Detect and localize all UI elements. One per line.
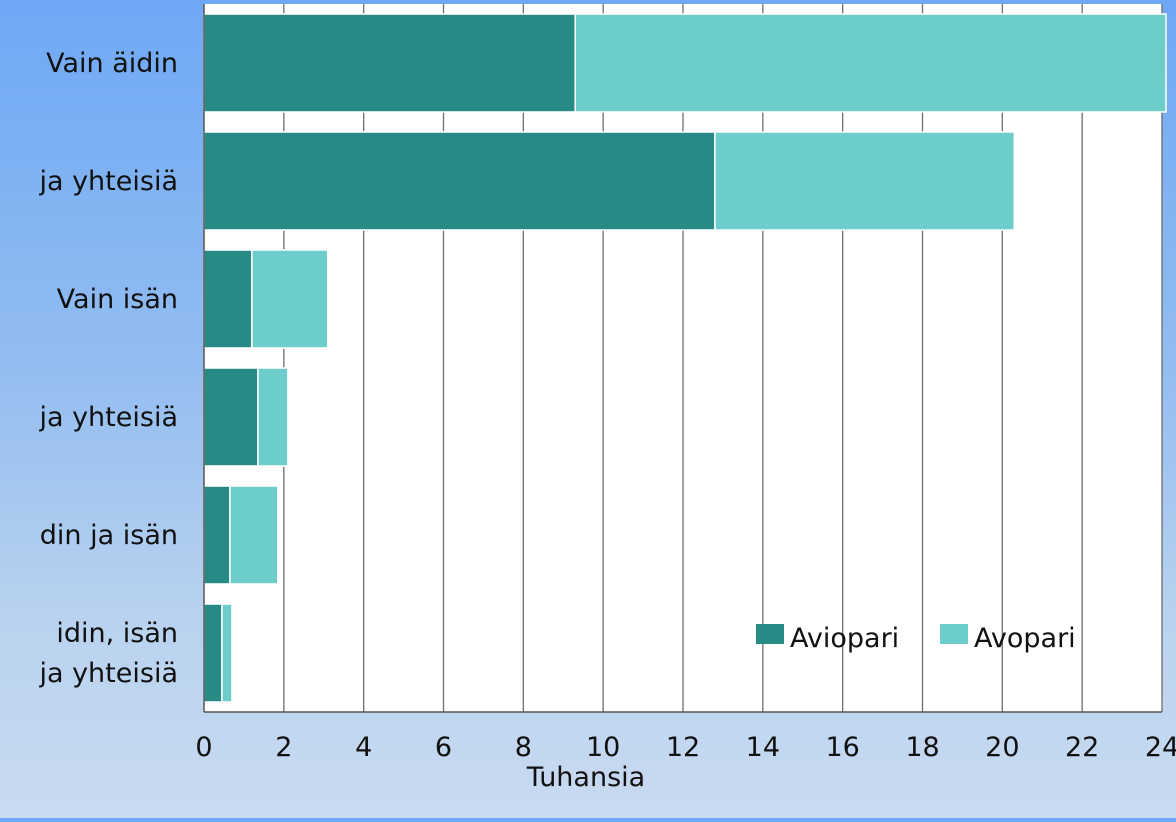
bar-segment-aviopari — [204, 368, 258, 466]
legend-label: Aviopari — [790, 623, 899, 654]
x-tick-label: 16 — [825, 732, 859, 763]
bar-segment-aviopari — [204, 14, 575, 112]
x-tick-label: 0 — [195, 732, 212, 763]
x-tick-label: 22 — [1065, 732, 1099, 763]
x-tick-label: 24 — [1145, 732, 1176, 763]
x-tick-label: 20 — [985, 732, 1019, 763]
x-tick-label: 10 — [586, 732, 620, 763]
y-category-label: ja yhteisiä — [38, 658, 178, 689]
y-category-label: idin, isän — [56, 618, 178, 649]
bar-segment-aviopari — [204, 250, 252, 348]
x-tick-label: 4 — [355, 732, 372, 763]
bar-segment-avopari — [222, 604, 232, 702]
bar-segment-aviopari — [204, 486, 230, 584]
bar-segment-avopari — [575, 14, 1166, 112]
y-category-labels: Vain äidin ja yhteisiä Vain isän ja yhteisi… — [38, 48, 178, 689]
y-category-label: ja yhteisiä — [38, 166, 178, 197]
bar-segment-avopari — [258, 368, 288, 466]
bar-segment-avopari — [252, 250, 328, 348]
x-tick-label: 18 — [905, 732, 939, 763]
x-axis-title: Tuhansia — [526, 762, 645, 793]
y-category-label: Vain isän — [57, 284, 178, 315]
x-tick-label: 12 — [666, 732, 700, 763]
x-tick-labels: 0 2 4 6 8 10 12 14 16 18 20 22 24 — [195, 732, 1176, 763]
bar-segment-aviopari — [204, 604, 222, 702]
legend-label: Avopari — [974, 623, 1076, 654]
y-category-label: ja yhteisiä — [38, 402, 178, 433]
x-tick-label: 14 — [746, 732, 780, 763]
legend-swatch — [756, 624, 784, 644]
y-category-label: din ja isän — [40, 520, 178, 551]
bar-segment-aviopari — [204, 132, 715, 230]
bar-segment-avopari — [715, 132, 1014, 230]
x-tick-label: 6 — [435, 732, 452, 763]
y-category-label: Vain äidin — [46, 48, 178, 79]
legend-swatch — [940, 624, 968, 644]
x-tick-label: 8 — [515, 732, 532, 763]
x-tick-label: 2 — [275, 732, 292, 763]
bar-segment-avopari — [230, 486, 278, 584]
